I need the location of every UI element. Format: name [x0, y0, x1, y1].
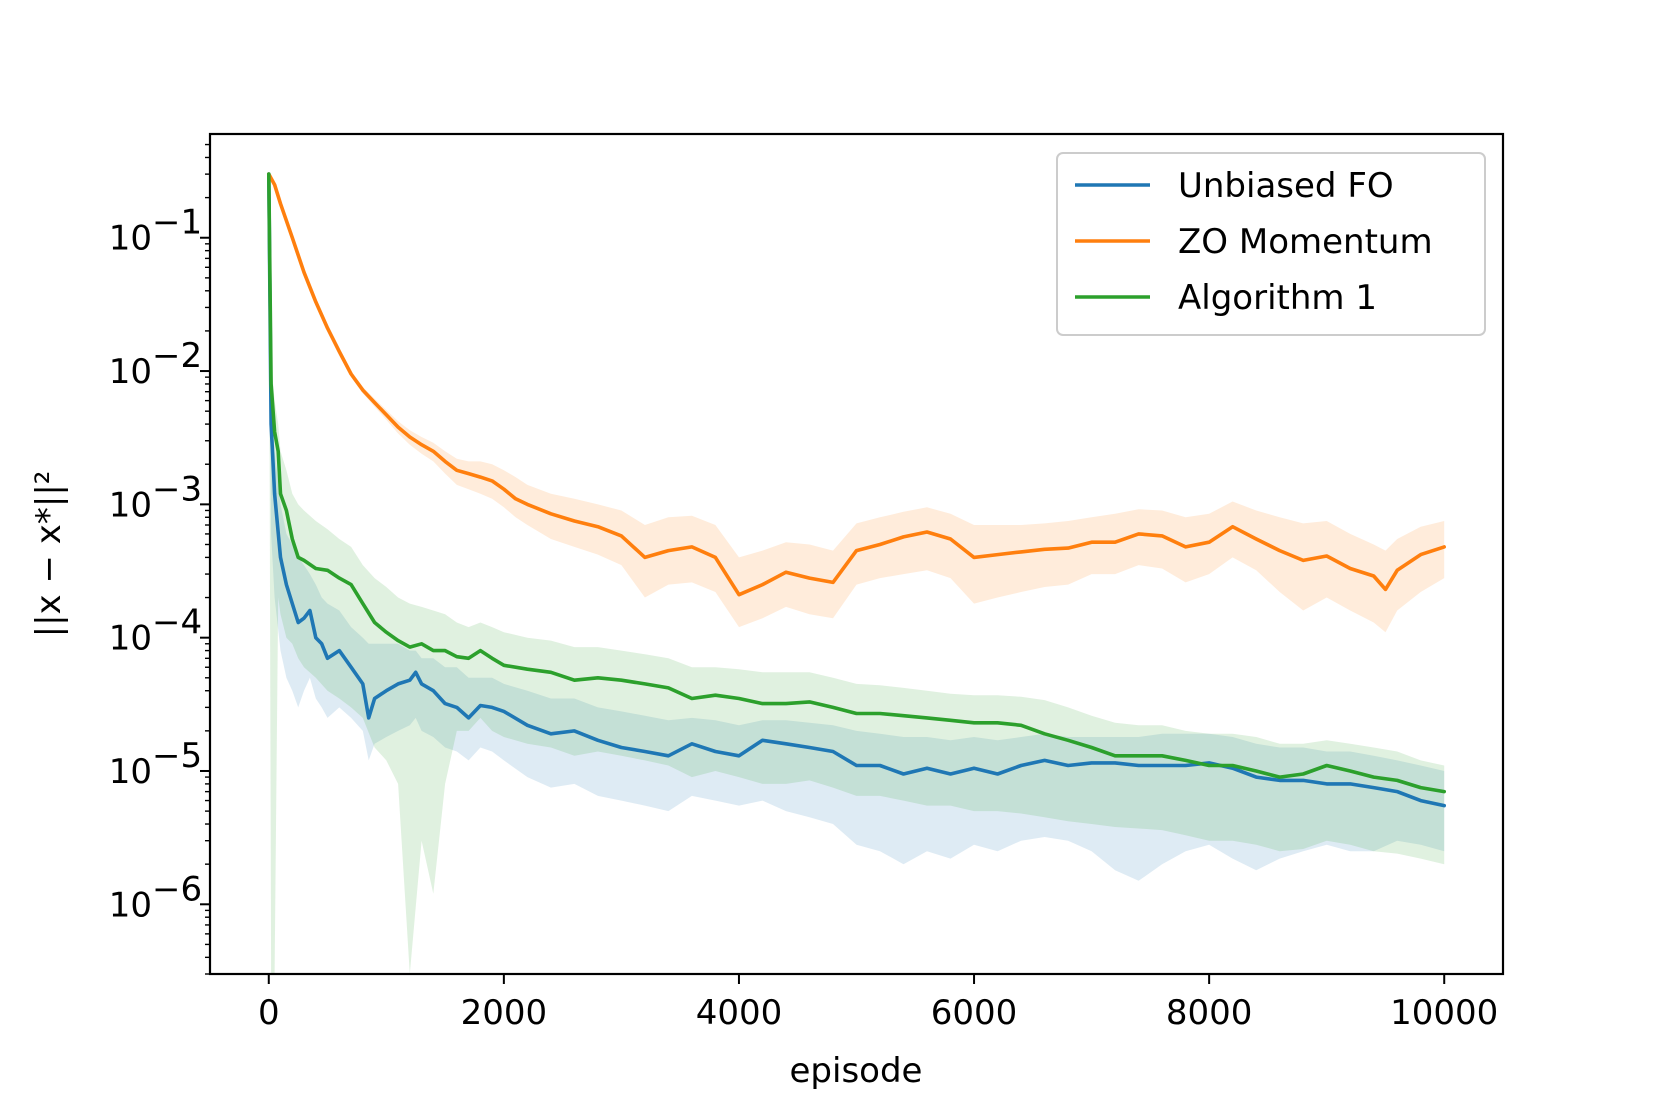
algorithm-1-band — [268, 174, 1445, 974]
legend-frame — [1056, 152, 1486, 336]
y-tick-exponent: −6 — [152, 869, 202, 909]
y-axis: 10−110−210−310−410−510−6 — [109, 143, 210, 975]
x-tick-label: 6000 — [931, 993, 1018, 1033]
y-tick-label: 10 — [109, 352, 152, 392]
x-tick-label: 2000 — [461, 993, 548, 1033]
plot-frame — [208, 132, 1505, 976]
y-tick-label: 10 — [109, 752, 152, 792]
y-tick-label: 10 — [109, 619, 152, 659]
y-tick-exponent: −5 — [152, 736, 202, 776]
y-tick-exponent: −1 — [152, 203, 202, 243]
y-axis-label: ||x − x*||² — [29, 471, 69, 638]
legend-label: Algorithm 1 — [1178, 278, 1377, 318]
zo-momentum-line — [266, 172, 1446, 597]
x-tick-label: 0 — [258, 993, 280, 1033]
x-axis: 0 2000 4000 6000 8000 10000 — [258, 974, 1498, 1033]
y-tick-exponent: −3 — [152, 469, 202, 509]
x-tick-label: 8000 — [1166, 993, 1253, 1033]
legend-label: ZO Momentum — [1178, 222, 1433, 262]
y-tick-label: 10 — [109, 219, 152, 259]
x-tick-label: 4000 — [696, 993, 783, 1033]
y-tick-exponent: −2 — [152, 336, 202, 376]
y-tick-label: 10 — [109, 885, 152, 925]
algorithm-1-line — [266, 172, 1446, 794]
unbiased-fo-band — [268, 174, 1445, 881]
legend: Unbiased FO ZO Momentum Algorithm 1 — [1056, 152, 1486, 336]
y-tick-exponent: −4 — [152, 603, 202, 643]
unbiased-fo-line — [266, 172, 1446, 808]
series-lines — [266, 172, 1446, 808]
y-tick-label: 10 — [109, 485, 152, 525]
x-axis-label: episode — [790, 1051, 923, 1091]
x-tick-label: 10000 — [1390, 993, 1498, 1033]
legend-label: Unbiased FO — [1178, 166, 1394, 206]
